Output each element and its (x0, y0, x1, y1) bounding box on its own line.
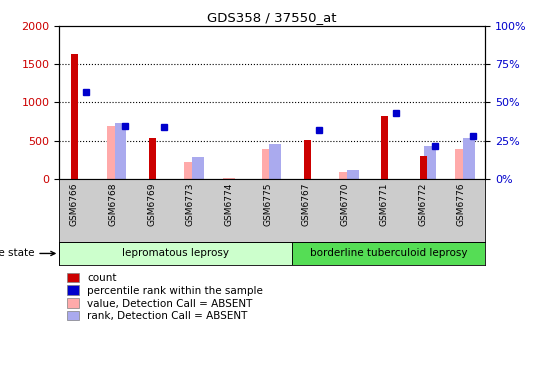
Text: GSM6771: GSM6771 (379, 183, 388, 226)
Bar (339, 172, 351, 179)
Text: GSM6770: GSM6770 (341, 183, 350, 226)
Bar (292, 242, 485, 265)
Bar (303, 140, 310, 179)
Bar (192, 157, 204, 179)
Bar (463, 138, 475, 179)
Text: GSM6772: GSM6772 (418, 183, 427, 226)
Legend: count, percentile rank within the sample, value, Detection Call = ABSENT, rank, : count, percentile rank within the sample… (63, 269, 267, 325)
Bar (115, 123, 126, 179)
Text: GSM6767: GSM6767 (302, 183, 311, 226)
Text: GSM6774: GSM6774 (224, 183, 233, 226)
Bar (262, 149, 273, 179)
Text: GSM6766: GSM6766 (70, 183, 79, 226)
Bar (270, 144, 281, 179)
Bar (381, 116, 388, 179)
Text: GSM6776: GSM6776 (457, 183, 466, 226)
Bar (59, 242, 292, 265)
Text: GSM6769: GSM6769 (147, 183, 156, 226)
Text: GSM6773: GSM6773 (186, 183, 195, 226)
Bar (107, 126, 119, 179)
Text: lepromatous leprosy: lepromatous leprosy (122, 249, 229, 258)
Text: disease state: disease state (0, 249, 55, 258)
Text: GSM6775: GSM6775 (263, 183, 272, 226)
Text: GSM6768: GSM6768 (108, 183, 118, 226)
Bar (223, 178, 234, 179)
Bar (347, 170, 358, 179)
Bar (455, 149, 467, 179)
Bar (149, 138, 156, 179)
Bar (184, 162, 196, 179)
Title: GDS358 / 37550_at: GDS358 / 37550_at (208, 11, 337, 25)
Text: borderline tuberculoid leprosy: borderline tuberculoid leprosy (309, 249, 467, 258)
Bar (71, 54, 78, 179)
Bar (420, 156, 427, 179)
Bar (424, 146, 436, 179)
